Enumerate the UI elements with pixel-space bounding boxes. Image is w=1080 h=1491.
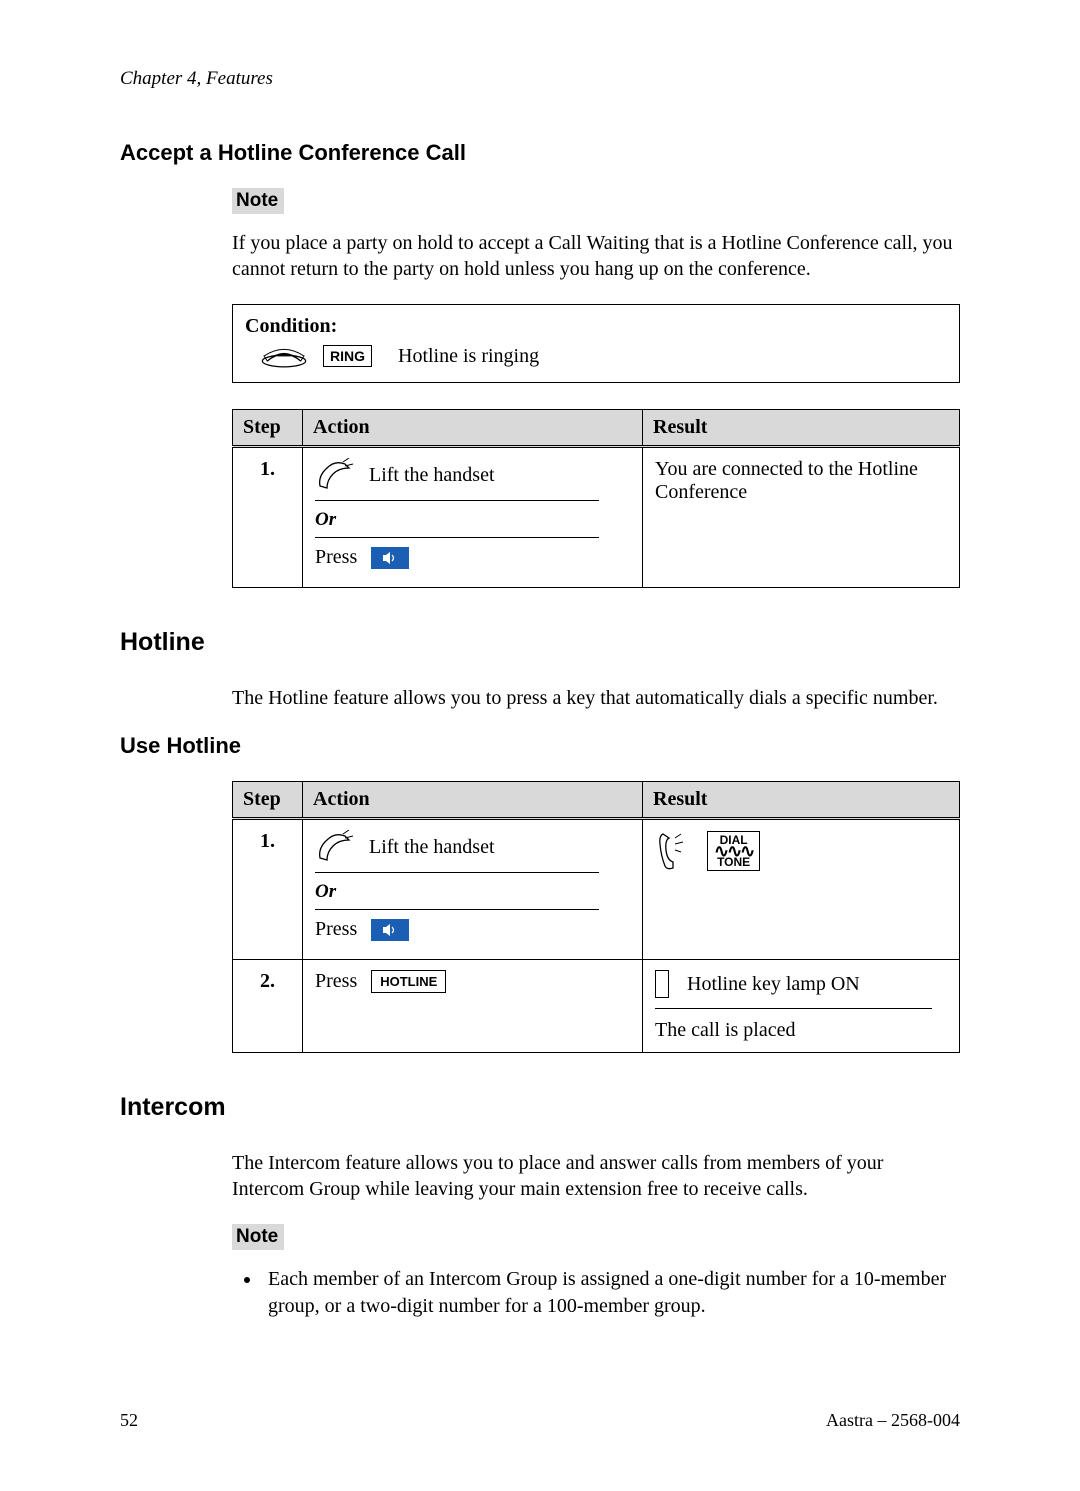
accept-block: Note If you place a party on hold to acc…	[232, 188, 960, 588]
or-text: Or	[315, 509, 630, 531]
lift-handset-text: Lift the handset	[369, 464, 495, 487]
col-step: Step	[233, 782, 303, 819]
page-number: 52	[120, 1410, 138, 1431]
speaker-button-icon	[371, 919, 409, 941]
lamp-text: Hotline key lamp ON	[687, 973, 860, 996]
action-cell: Lift the handset Or Press	[303, 819, 643, 960]
intercom-title: Intercom	[120, 1093, 960, 1122]
note-text: If you place a party on hold to accept a…	[232, 230, 960, 282]
note-label: Note	[232, 188, 284, 214]
divider	[315, 537, 599, 538]
desk-phone-icon	[259, 344, 309, 368]
placed-text: The call is placed	[655, 1019, 947, 1042]
doc-id: Aastra – 2568-004	[826, 1410, 960, 1431]
lift-handset-icon	[315, 830, 355, 864]
list-item: Each member of an Intercom Group is assi…	[262, 1266, 960, 1320]
divider	[655, 1008, 932, 1009]
dial-label-bottom: TONE	[717, 856, 750, 868]
lift-handset-icon	[315, 458, 355, 492]
result-cell: Hotline key lamp ON The call is placed	[643, 960, 960, 1053]
col-action: Action	[303, 410, 643, 447]
use-hotline-block: Step Action Result 1. Lift the hands	[232, 781, 960, 1053]
dial-tone-indicator: DIAL ∿∿∿ TONE	[707, 831, 760, 872]
col-step: Step	[233, 410, 303, 447]
press-text: Press	[315, 970, 357, 993]
result-cell: You are connected to the Hotline Confere…	[643, 447, 960, 588]
hotline-intro: The Hotline feature allows you to press …	[232, 685, 960, 711]
action-cell: Lift the handset Or Press	[303, 447, 643, 588]
result-cell: DIAL ∿∿∿ TONE	[643, 819, 960, 960]
page-footer: 52 Aastra – 2568-004	[120, 1410, 960, 1431]
col-result: Result	[643, 410, 960, 447]
table-row: 1. Lift the handset Or	[233, 819, 960, 960]
hotline-key: HOTLINE	[371, 970, 446, 993]
ring-indicator: RING	[323, 345, 372, 367]
step-number: 2.	[233, 960, 303, 1053]
divider	[315, 872, 599, 873]
hotline-title: Hotline	[120, 628, 960, 657]
chapter-header: Chapter 4, Features	[120, 68, 960, 90]
step-number: 1.	[233, 447, 303, 588]
intercom-note-block: Note Each member of an Intercom Group is…	[232, 1224, 960, 1320]
handset-ear-icon	[655, 830, 689, 872]
use-hotline-title: Use Hotline	[120, 733, 960, 759]
speaker-button-icon	[371, 547, 409, 569]
lift-handset-text: Lift the handset	[369, 836, 495, 859]
table-row: 2. Press HOTLINE Hotline key lamp ON	[233, 960, 960, 1053]
or-text: Or	[315, 881, 630, 903]
lamp-icon	[655, 970, 669, 998]
press-text: Press	[315, 918, 357, 941]
condition-text: Hotline is ringing	[398, 345, 539, 368]
condition-label: Condition:	[245, 315, 947, 338]
document-page: Chapter 4, Features Accept a Hotline Con…	[0, 0, 1080, 1491]
table-row: 1. Lift the handset Or	[233, 447, 960, 588]
divider	[315, 909, 599, 910]
use-hotline-table: Step Action Result 1. Lift the hands	[232, 781, 960, 1053]
divider	[315, 500, 599, 501]
accept-steps-table: Step Action Result 1. Lift the hands	[232, 409, 960, 588]
intercom-intro: The Intercom feature allows you to place…	[232, 1150, 960, 1202]
press-text: Press	[315, 546, 357, 569]
step-number: 1.	[233, 819, 303, 960]
action-cell: Press HOTLINE	[303, 960, 643, 1053]
accept-title: Accept a Hotline Conference Call	[120, 140, 960, 166]
note-label: Note	[232, 1224, 284, 1250]
col-action: Action	[303, 782, 643, 819]
condition-box: Condition: RING Hotline is ringing	[232, 304, 960, 383]
intercom-bullets: Each member of an Intercom Group is assi…	[232, 1266, 960, 1320]
col-result: Result	[643, 782, 960, 819]
